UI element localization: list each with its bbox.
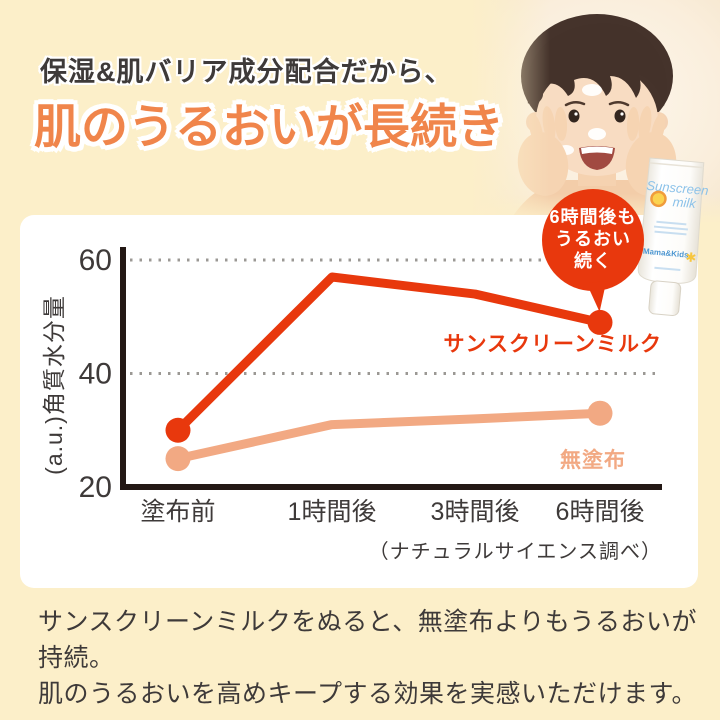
chart-source-note: （ナチュラルサイエンス調べ） — [368, 541, 662, 563]
product-tube: Sunscreen milk Mama&Kids ✱ — [620, 151, 720, 328]
badge-line-1: 6時間後も — [549, 207, 637, 228]
star-icon: ✱ — [685, 249, 697, 265]
sun-icon — [650, 190, 667, 208]
chart-panel: 20 40 60 (a.u.)角質水分量塗布前 1時間後 3時間後 6時間後 サンスクリーンミ… — [20, 215, 698, 588]
badge-tail — [586, 281, 610, 313]
x-label-2: 3時間後 — [431, 498, 520, 526]
series-line-0 — [173, 272, 605, 435]
series-0-point-3 — [587, 309, 613, 335]
footer-line-2: 肌のうるおいを高めキープする効果を実感いただけます。 — [38, 680, 698, 708]
footer-line-1: サンスクリーンミルクをぬると、無塗布よりもうるおいが持続。 — [38, 608, 698, 672]
y-axis-title: (a.u.)角質水分量 — [41, 295, 67, 475]
product-name-line2: milk — [672, 194, 698, 211]
series-line-1 — [173, 408, 605, 464]
series-1-point-3 — [587, 400, 613, 426]
badge-line-2: うるおい — [555, 229, 631, 250]
y-tick-20: 20 — [79, 471, 112, 504]
tube-fine-print — [653, 220, 688, 236]
x-label-3: 6時間後 — [556, 498, 645, 526]
x-label-1: 1時間後 — [288, 498, 377, 526]
badge-line-3: 続く — [574, 250, 612, 271]
legend-sunscreen-milk: サンスクリーンミルク — [443, 333, 662, 356]
x-label-0: 塗布前 — [140, 498, 215, 526]
series-1-point-0 — [165, 446, 191, 472]
series-0-point-0 — [165, 417, 191, 443]
moisture-badge: 6時間後も うるおい 続く — [542, 189, 644, 291]
legend-untreated: 無塗布 — [560, 448, 626, 472]
ad-subtitle: 保湿&肌バリア成分配合だから、 — [40, 57, 453, 87]
footer-copy: サンスクリーンミルクをぬると、無塗布よりもうるおいが持続。 肌のうるおいを高めキ… — [38, 604, 720, 712]
y-tick-60: 60 — [79, 244, 112, 277]
y-tick-40: 40 — [79, 358, 112, 391]
ad-title: 肌のうるおいが長続き — [34, 100, 504, 153]
brand-logo: Mama&Kids — [643, 247, 690, 260]
axes — [120, 247, 662, 490]
